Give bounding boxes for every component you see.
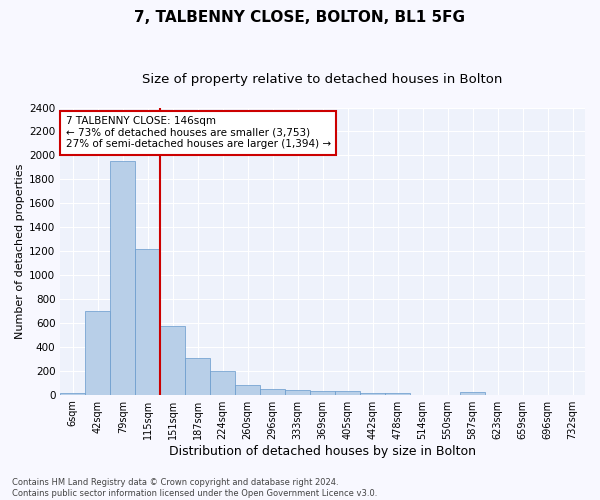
Text: 7, TALBENNY CLOSE, BOLTON, BL1 5FG: 7, TALBENNY CLOSE, BOLTON, BL1 5FG [134,10,466,25]
Bar [135,248,160,394]
Bar [360,392,385,394]
Title: Size of property relative to detached houses in Bolton: Size of property relative to detached ho… [142,72,503,86]
Y-axis label: Number of detached properties: Number of detached properties [15,164,25,339]
Bar [460,392,485,394]
Bar [285,390,310,394]
Text: Contains HM Land Registry data © Crown copyright and database right 2024.
Contai: Contains HM Land Registry data © Crown c… [12,478,377,498]
X-axis label: Distribution of detached houses by size in Bolton: Distribution of detached houses by size … [169,444,476,458]
Bar [160,326,185,394]
Text: 7 TALBENNY CLOSE: 146sqm
← 73% of detached houses are smaller (3,753)
27% of sem: 7 TALBENNY CLOSE: 146sqm ← 73% of detach… [65,116,331,150]
Bar [335,391,360,394]
Bar [260,390,285,394]
Bar [110,162,135,394]
Bar [310,390,335,394]
Bar [210,371,235,394]
Bar [385,393,410,394]
Bar [85,311,110,394]
Bar [235,384,260,394]
Bar [185,358,210,395]
Bar [60,393,85,394]
